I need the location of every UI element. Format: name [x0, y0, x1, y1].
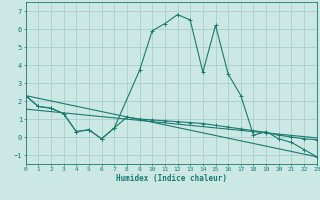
X-axis label: Humidex (Indice chaleur): Humidex (Indice chaleur): [116, 174, 227, 183]
